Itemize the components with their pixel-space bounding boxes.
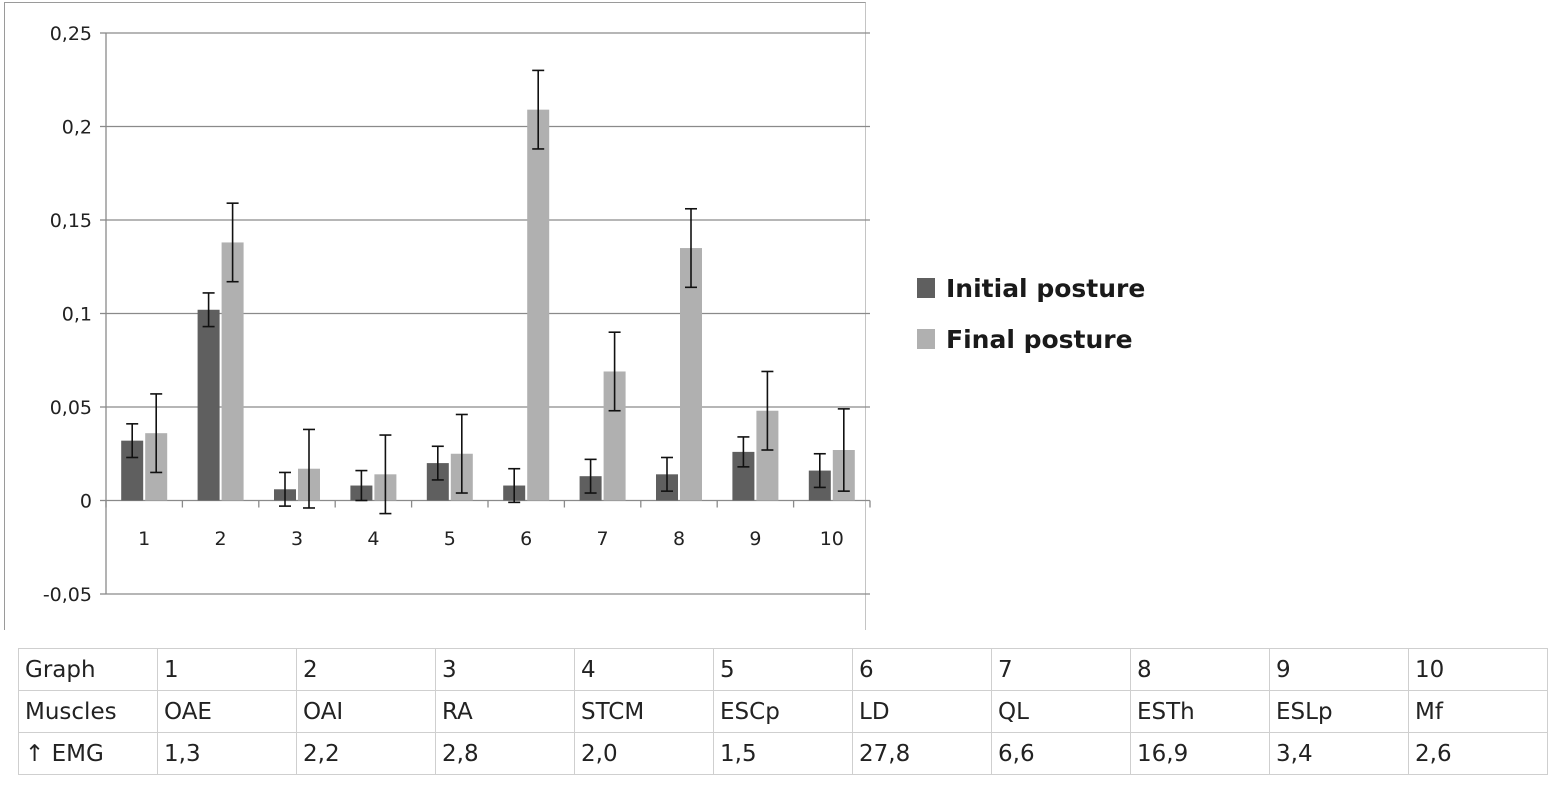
table-row-label: Muscles [18, 690, 158, 733]
y-tick-label: 0,05 [50, 397, 92, 419]
x-tick-label: 10 [820, 528, 844, 550]
chart-frame [4, 2, 866, 630]
error-bar-initial-10 [813, 452, 826, 489]
table-cell: 9 [1269, 648, 1409, 691]
table-cell: OAI [296, 690, 436, 733]
axes [100, 32, 871, 595]
error-bar-final-9 [761, 370, 774, 451]
table-cell: RA [435, 690, 575, 733]
bar-final-2 [221, 242, 244, 501]
muscle-table: Graph 1 2 3 4 5 6 7 8 9 10 Muscles OAE OAI RA STCM ESCp L… [18, 648, 1548, 775]
legend-swatch-initial [917, 278, 935, 298]
table-row-label: Graph [18, 648, 158, 691]
x-tick-label: 9 [749, 528, 761, 550]
table-row-label: ↑ EMG [18, 732, 158, 775]
x-tick-label: 8 [673, 528, 685, 550]
x-tick-label: 1 [138, 528, 150, 550]
y-tick-label: 0 [80, 491, 92, 513]
legend-swatch-final [917, 329, 935, 349]
muscle-table-body: Graph 1 2 3 4 5 6 7 8 9 10 Muscles OAE OAI RA STCM ESCp L… [18, 648, 1548, 775]
table-cell: 2,2 [296, 732, 436, 775]
bar-final-9 [756, 410, 779, 501]
table-cell: 8 [1130, 648, 1270, 691]
bar-final-8 [680, 248, 702, 501]
error-bar-final-2 [226, 202, 239, 283]
table-cell: 1 [157, 648, 297, 691]
legend: Initial posture Final posture [917, 274, 1145, 354]
y-tick-label: 0,2 [62, 117, 92, 139]
gridlines [106, 32, 870, 595]
error-bar-final-1 [150, 393, 163, 474]
table-cell: 6 [852, 648, 992, 691]
table-cell: 5 [713, 648, 853, 691]
table-cell: 2 [296, 648, 436, 691]
table-cell: ESCp [713, 690, 853, 733]
table-cell: 7 [991, 648, 1131, 691]
bar-final-7 [603, 371, 626, 501]
y-tick-label: 0,25 [50, 23, 92, 45]
error-bar-initial-8 [661, 456, 673, 492]
error-bar-initial-3 [279, 471, 291, 507]
y-tick-label: -0,05 [43, 584, 92, 606]
table-cell: STCM [574, 690, 714, 733]
error-bar-initial-9 [737, 436, 750, 468]
table-cell: 6,6 [991, 732, 1131, 775]
table-cell: 2,0 [574, 732, 714, 775]
table-cell: OAE [157, 690, 297, 733]
table-cell: 3 [435, 648, 575, 691]
x-tick-label: 6 [520, 528, 532, 550]
bar-initial-2 [197, 309, 220, 501]
table-row: ↑ EMG 1,3 2,2 2,8 2,0 1,5 27,8 6,6 16,9 3,4 2,6 [18, 732, 1548, 775]
y-tick-label: 0,1 [62, 304, 92, 326]
error-bar-final-10 [837, 408, 850, 492]
x-tick-label: 2 [215, 528, 227, 550]
x-tick-label: 5 [444, 528, 456, 550]
table-cell: 2,6 [1408, 732, 1548, 775]
x-tick-label: 7 [597, 528, 609, 550]
error-bar-final-3 [303, 428, 315, 509]
table-cell: 2,8 [435, 732, 575, 775]
error-bar-initial-2 [202, 292, 215, 328]
x-tick-label: 4 [367, 528, 379, 550]
bars [121, 109, 855, 501]
bar-chart: -0,05 0 0,05 0,1 0,15 0,2 0,25 1 2 3 4 5 6 7 8 9 10 Init… [43, 23, 1146, 606]
error-bar-final-8 [685, 207, 697, 289]
table-row: Graph 1 2 3 4 5 6 7 8 9 10 [18, 648, 1548, 691]
table-cell: Mf [1408, 690, 1548, 733]
table-cell: 10 [1408, 648, 1548, 691]
legend-label-initial: Initial posture [946, 274, 1145, 303]
table-cell: QL [991, 690, 1131, 733]
error-bar-initial-6 [508, 467, 521, 504]
y-tick-label: 0,15 [50, 210, 92, 232]
error-bar-initial-4 [355, 469, 368, 502]
table-cell: 27,8 [852, 732, 992, 775]
error-bar-final-7 [608, 331, 621, 412]
error-bar-initial-5 [431, 445, 444, 481]
table-cell: ESTh [1130, 690, 1270, 733]
table-cell: 1,3 [157, 732, 297, 775]
bar-initial-1 [121, 440, 144, 501]
bar-initial-9 [732, 451, 755, 501]
table-cell: ESLp [1269, 690, 1409, 733]
legend-label-final: Final posture [946, 325, 1133, 354]
error-bar-final-5 [455, 413, 468, 494]
table-row: Muscles OAE OAI RA STCM ESCp LD QL ESTh ESLp Mf [18, 690, 1548, 733]
error-bar-initial-1 [126, 423, 139, 459]
table-cell: 1,5 [713, 732, 853, 775]
table-cell: 16,9 [1130, 732, 1270, 775]
table-cell: 3,4 [1269, 732, 1409, 775]
error-bars [126, 69, 850, 515]
bar-initial-5 [426, 463, 449, 501]
table-cell: LD [852, 690, 992, 733]
bar-final-6 [527, 109, 550, 501]
tick-labels: -0,05 0 0,05 0,1 0,15 0,2 0,25 1 2 3 4 5 6 7 8 9 10 [43, 23, 844, 606]
error-bar-final-6 [532, 69, 545, 150]
x-tick-label: 3 [291, 528, 303, 550]
table-cell: 4 [574, 648, 714, 691]
error-bar-initial-7 [584, 458, 597, 494]
error-bar-final-4 [379, 434, 392, 515]
